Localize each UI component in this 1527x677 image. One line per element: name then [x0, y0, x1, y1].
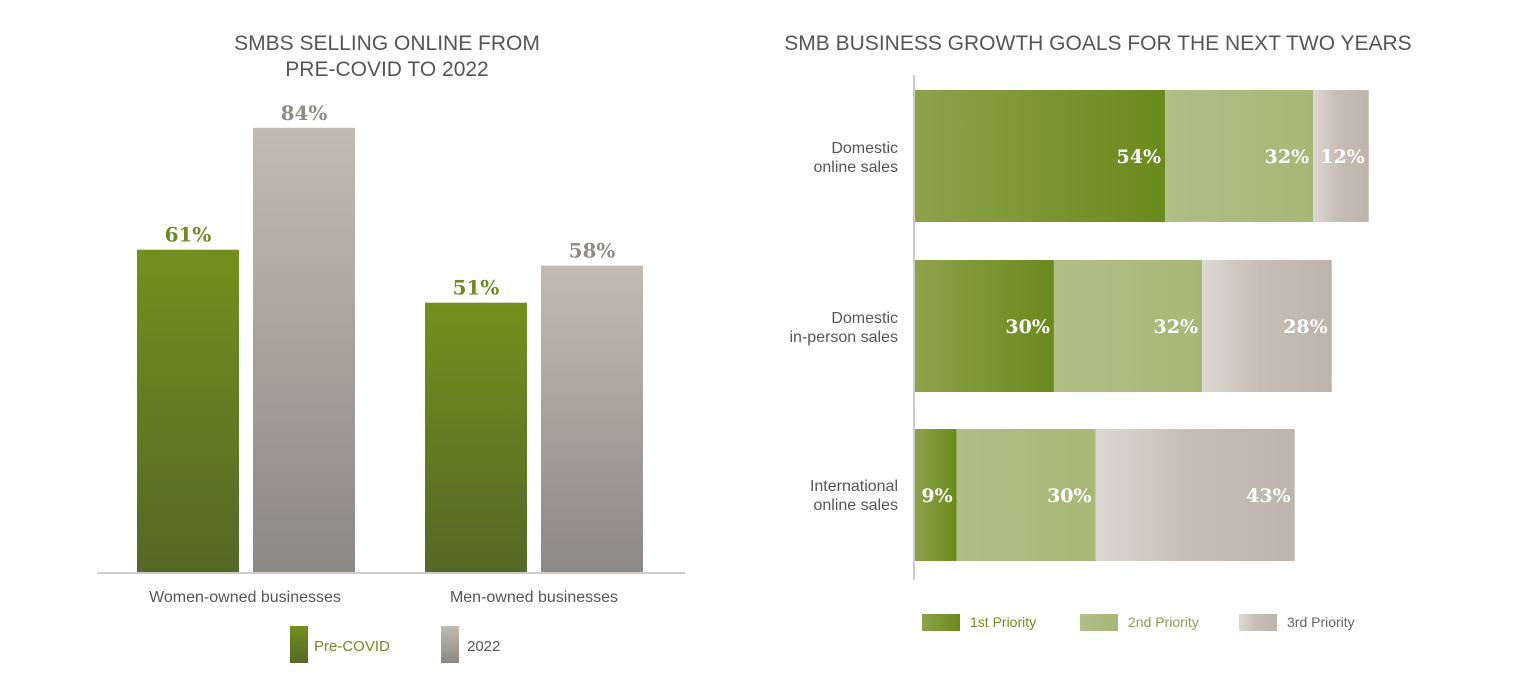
left-chart-category-label-women: Women-owned businesses	[149, 589, 341, 606]
left-chart-category-label-men: Men-owned businesses	[450, 589, 618, 606]
segment-domestic-in-person-sales-1st-priority	[915, 260, 1054, 392]
category-label-international-online-line2: online sales	[814, 497, 899, 514]
legend-label-3rd-priority: 3rd Priority	[1287, 614, 1355, 630]
left-chart-title-line1: SMBS SELLING ONLINE FROM	[234, 32, 540, 55]
segment-label-domestic-online-sales-3rd-priority: 12%	[1320, 146, 1365, 168]
segment-label-international-online-sales-1st-priority: 9%	[921, 485, 952, 507]
category-label-domestic-online-line1: Domestic	[831, 140, 898, 157]
category-label-domestic-inperson-line2: in-person sales	[790, 329, 899, 346]
legend-swatch-2nd-priority	[1080, 614, 1118, 631]
category-label-domestic-online-line2: online sales	[814, 159, 899, 176]
segment-label-domestic-in-person-sales-3rd-priority: 28%	[1283, 316, 1328, 338]
bar-men-owned-businesses-2022	[541, 265, 643, 573]
segment-label-international-online-sales-3rd-priority: 43%	[1246, 485, 1291, 507]
legend-swatch-2022	[441, 626, 459, 663]
segment-domestic-online-sales-1st-priority	[915, 90, 1166, 222]
category-label-domestic-inperson-line1: Domestic	[831, 310, 898, 327]
segment-label-international-online-sales-2nd-priority: 30%	[1047, 485, 1092, 507]
segment-domestic-in-person-sales-3rd-priority	[1202, 260, 1332, 392]
right-chart-bars: 54% 32% 12% 30% 32% 28% 9% 30% 43%	[915, 90, 1369, 561]
left-chart: SMBS SELLING ONLINE FROM PRE-COVID TO 20…	[97, 32, 685, 663]
segment-domestic-in-person-sales-2nd-priority	[1053, 260, 1203, 392]
segment-label-domestic-in-person-sales-2nd-priority: 32%	[1154, 316, 1199, 338]
legend-label-pre-covid: Pre-COVID	[314, 638, 390, 655]
legend-swatch-3rd-priority	[1239, 614, 1277, 631]
segment-international-online-sales-2nd-priority	[956, 429, 1096, 561]
data-label-women-owned-businesses-pre-covid: 61%	[165, 223, 212, 247]
bar-women-owned-businesses-pre-covid	[137, 249, 239, 573]
legend-swatch-pre-covid	[290, 626, 308, 663]
segment-international-online-sales-3rd-priority	[1095, 429, 1295, 561]
legend-label-2nd-priority: 2nd Priority	[1128, 614, 1199, 630]
legend-swatch-1st-priority	[922, 614, 960, 631]
bar-men-owned-businesses-pre-covid	[425, 302, 527, 573]
data-label-women-owned-businesses-2022: 84%	[281, 101, 328, 125]
segment-label-domestic-online-sales-2nd-priority: 32%	[1265, 146, 1310, 168]
data-label-men-owned-businesses-pre-covid: 51%	[453, 276, 500, 300]
category-label-international-online-line1: International	[810, 478, 898, 495]
right-chart-title: SMB BUSINESS GROWTH GOALS FOR THE NEXT T…	[784, 32, 1411, 55]
segment-international-online-sales-1st-priority	[915, 429, 957, 561]
segment-label-domestic-online-sales-1st-priority: 54%	[1117, 146, 1162, 168]
legend-label-1st-priority: 1st Priority	[970, 614, 1036, 630]
data-label-men-owned-businesses-2022: 58%	[569, 239, 616, 263]
left-chart-title-line2: PRE-COVID TO 2022	[285, 58, 488, 81]
bar-women-owned-businesses-2022	[253, 127, 355, 574]
right-chart: SMB BUSINESS GROWTH GOALS FOR THE NEXT T…	[784, 32, 1412, 631]
left-chart-bars: 61% 84% 51% 58%	[137, 101, 643, 574]
segment-label-domestic-in-person-sales-1st-priority: 30%	[1005, 316, 1050, 338]
segment-domestic-online-sales-3rd-priority	[1313, 90, 1369, 222]
segment-domestic-online-sales-2nd-priority	[1165, 90, 1314, 222]
legend-label-2022: 2022	[467, 638, 500, 655]
